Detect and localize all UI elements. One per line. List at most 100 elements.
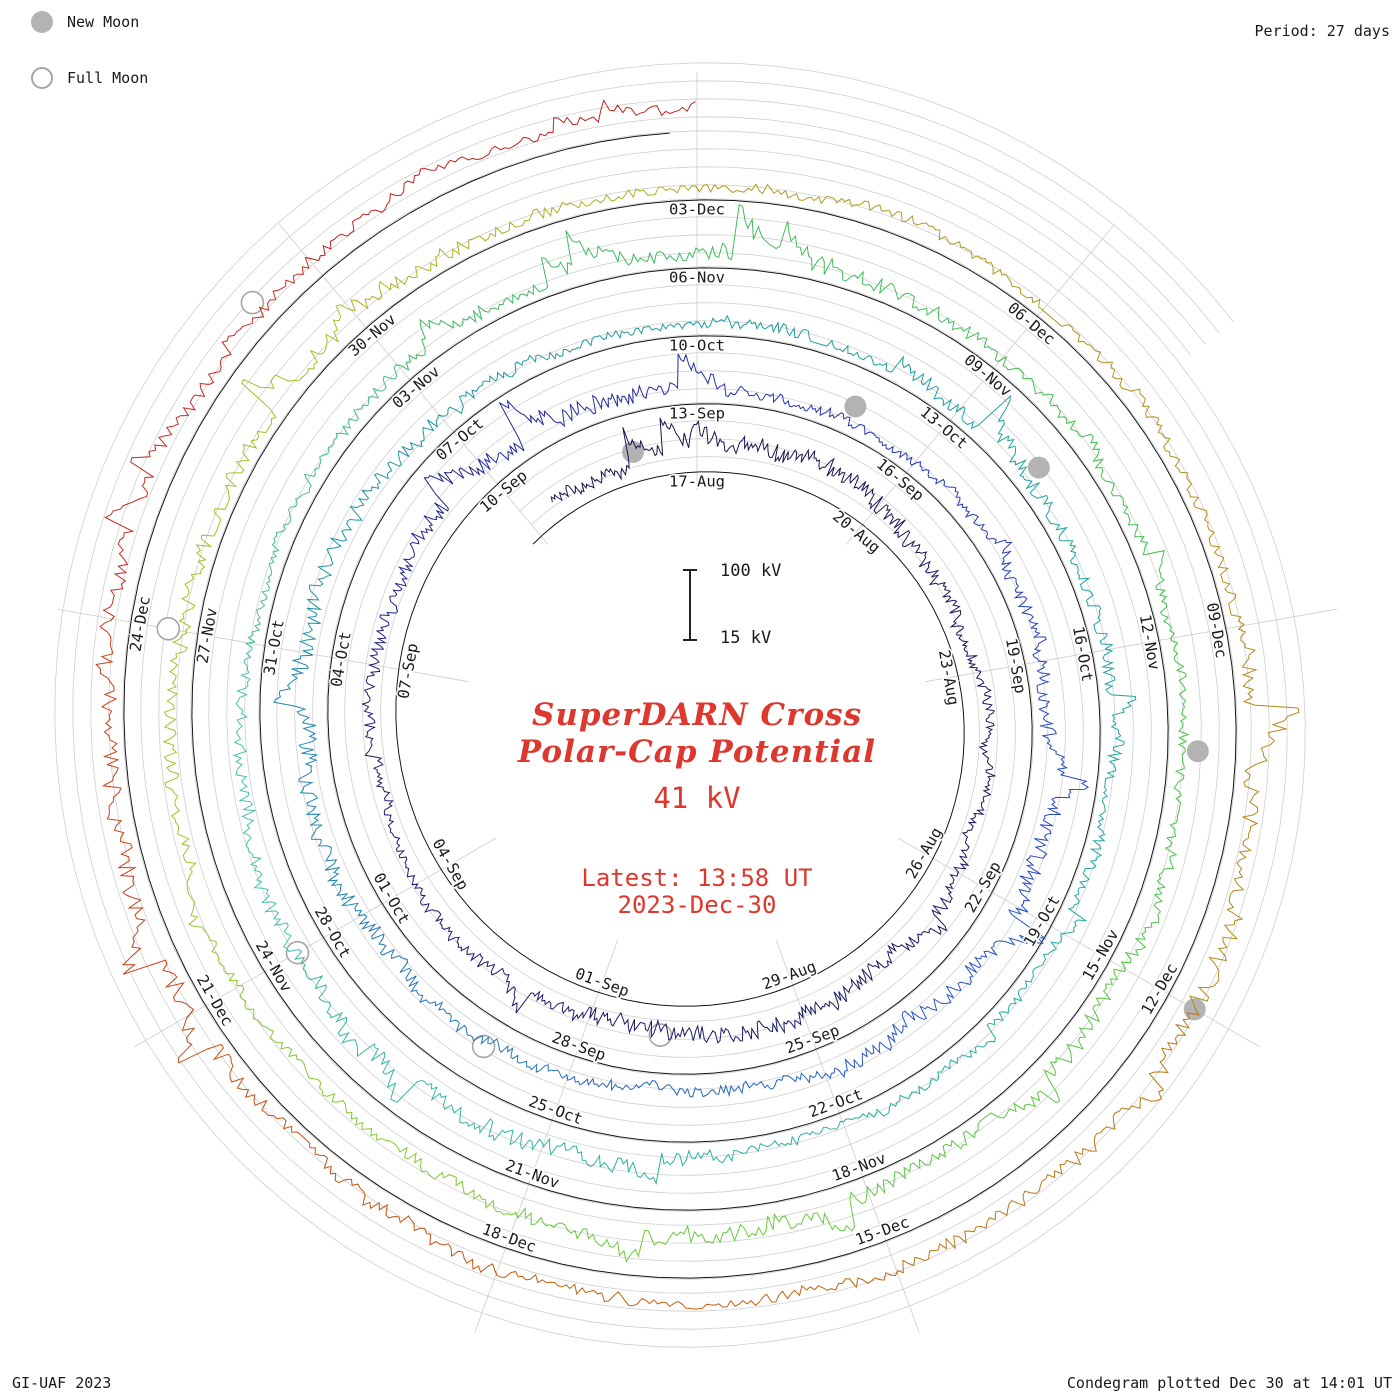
date-label: 06-Nov <box>669 269 725 287</box>
date-label: 10-Oct <box>669 337 725 355</box>
potential-trace-segment <box>395 230 700 371</box>
potential-trace-segment <box>823 907 1046 1080</box>
date-label: 17-Aug <box>669 473 725 491</box>
legend-full-moon: Full Moon <box>31 67 148 89</box>
plotted-label: Condegram plotted Dec 30 at 14:01 UT <box>1066 1374 1392 1392</box>
potential-trace-segment <box>1060 648 1137 935</box>
potential-trace-segment <box>695 203 1007 363</box>
potential-trace-segment <box>550 417 699 503</box>
full-moon-icon <box>31 67 53 89</box>
period-label: Period: 27 days <box>1254 22 1390 40</box>
grid-spiral <box>72 80 1288 1330</box>
spoke-line <box>474 939 619 1333</box>
potential-trace-segment <box>800 871 959 1018</box>
spoke-line <box>845 223 1116 545</box>
spoke-line <box>775 939 920 1333</box>
potential-trace-segment <box>695 183 1045 313</box>
date-label: 09-Dec <box>1203 601 1230 659</box>
latest-date: 2023-Dec-30 <box>617 891 777 919</box>
grid-spiral <box>54 62 1306 1348</box>
potential-trace-segment <box>953 671 997 875</box>
potential-trace-segment <box>361 663 418 886</box>
spoke-line <box>133 837 497 1048</box>
date-label: 31-Oct <box>260 618 287 676</box>
potential-trace-segment <box>589 1007 804 1044</box>
potential-trace-segment <box>236 984 519 1219</box>
potential-trace-segment <box>232 641 302 953</box>
potential-trace-segment <box>1189 623 1300 1016</box>
baseline-spiral <box>123 132 1237 1279</box>
date-label: 16-Oct <box>1069 625 1096 683</box>
potential-trace-segment <box>866 967 1126 1197</box>
scale-max-label: 100 kV <box>720 561 782 581</box>
potential-trace-segment <box>177 1009 498 1276</box>
date-label: 07-Sep <box>394 642 421 700</box>
potential-trace-segment <box>477 353 699 470</box>
legend-new-moon: New Moon <box>31 11 139 33</box>
potential-trace-segment <box>95 616 195 1019</box>
scale-min-label: 15 kV <box>720 628 772 648</box>
potential-trace-segment <box>695 371 918 466</box>
date-label: 01-Sep <box>573 964 632 1000</box>
date-label: 03-Dec <box>669 201 725 219</box>
date-label: 29-Aug <box>760 957 819 993</box>
spoke-line <box>925 608 1338 683</box>
potential-trace-segment <box>494 1269 899 1310</box>
date-label: 20-Aug <box>829 507 883 557</box>
new-moon-marker <box>1027 456 1050 479</box>
date-label: 13-Sep <box>669 405 725 423</box>
date-label: 21-Nov <box>503 1156 562 1192</box>
full-moon-label: Full Moon <box>67 69 149 87</box>
full-moon-marker <box>240 290 265 315</box>
potential-trace-segment <box>840 932 1066 1123</box>
potential-trace-segment <box>695 314 965 413</box>
potential-trace-segment <box>1041 308 1245 630</box>
potential-trace-segment <box>695 420 884 513</box>
potential-trace-segment <box>566 1070 827 1098</box>
credit-label: GI-UAF 2023 <box>12 1374 112 1392</box>
new-moon-label: New Moon <box>67 13 140 31</box>
chart-title-line1: SuperDARN Cross <box>531 697 863 733</box>
latest-time: Latest: 13:58 UT <box>581 864 813 892</box>
grid-spiral <box>108 116 1252 1294</box>
potential-trace-segment <box>162 629 243 987</box>
potential-trace-segment <box>873 504 982 674</box>
full-moon-marker <box>285 940 310 965</box>
date-label: 27-Nov <box>193 606 220 664</box>
current-value: 41 kV <box>653 781 741 815</box>
date-label: 28-Sep <box>549 1028 608 1064</box>
date-label: 04-Oct <box>327 630 354 688</box>
potential-trace-segment <box>293 949 544 1151</box>
potential-trace-segment <box>273 650 365 917</box>
new-moon-marker <box>1183 998 1206 1021</box>
potential-trace-segment <box>246 364 401 645</box>
chart-title-line2: Polar-Cap Potential <box>517 734 877 770</box>
potential-trace-segment <box>997 355 1176 641</box>
potential-trace-segment <box>412 883 592 1023</box>
potential-trace-segment <box>1120 637 1190 972</box>
potential-trace-segment <box>438 321 700 417</box>
date-label: 12-Nov <box>1136 613 1163 671</box>
potential-trace-segment <box>895 1007 1200 1276</box>
new-moon-marker <box>1186 740 1209 763</box>
full-moon-marker <box>471 1034 496 1059</box>
new-moon-icon <box>31 11 53 33</box>
date-label: 19-Sep <box>1002 637 1029 695</box>
potential-trace-segment <box>178 304 356 634</box>
potential-trace-segment <box>369 458 486 666</box>
potential-trace-segment <box>348 185 700 312</box>
date-label: 24-Dec <box>126 595 153 653</box>
full-moon-marker <box>156 616 181 641</box>
potential-trace-segment <box>358 914 569 1081</box>
potential-trace-segment <box>956 394 1114 652</box>
potential-trace-segment <box>515 1186 868 1263</box>
spoke-line <box>278 223 549 545</box>
potential-trace-segment <box>298 414 443 656</box>
potential-trace-segment <box>102 256 313 621</box>
potential-trace-segment <box>911 461 1047 663</box>
potential-trace-segment <box>541 1120 844 1186</box>
potential-trace-segment <box>305 99 696 262</box>
spoke-line <box>56 608 469 683</box>
potential-trace-segment <box>1016 660 1090 913</box>
